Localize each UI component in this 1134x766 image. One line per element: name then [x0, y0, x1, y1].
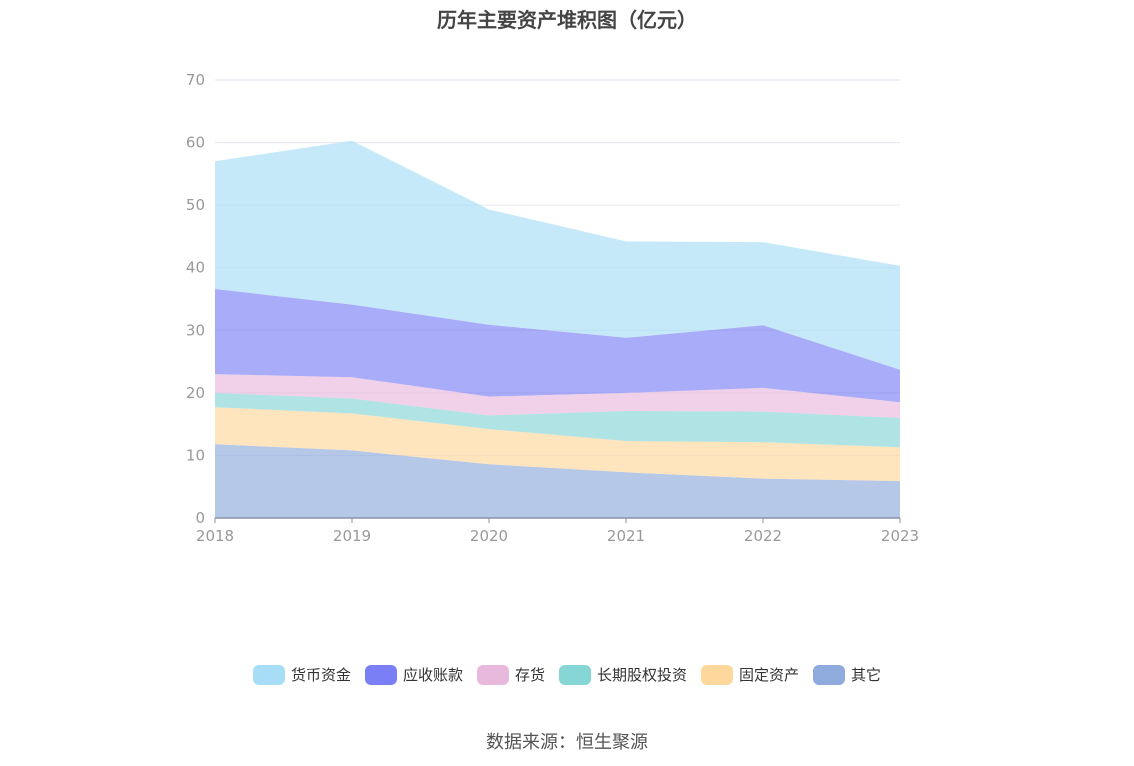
- y-tick-label: 60: [186, 134, 205, 152]
- x-tick-label: 2022: [744, 527, 782, 545]
- area-固定资产: [215, 407, 900, 482]
- area-存货: [215, 374, 900, 418]
- y-tick-label: 50: [186, 196, 205, 214]
- area-应收账款: [215, 289, 900, 403]
- legend-label: 长期股权投资: [597, 666, 688, 684]
- area-长期股权投资: [215, 392, 900, 448]
- legend-item-固定资产[interactable]: 固定资产: [701, 664, 799, 685]
- x-tick-label: 2018: [196, 527, 234, 545]
- area-其它: [215, 444, 900, 518]
- legend-label: 应收账款: [402, 666, 463, 684]
- y-tick-label: 30: [186, 321, 205, 339]
- legend-swatch: [476, 664, 509, 685]
- legend-label: 货币资金: [290, 666, 351, 684]
- x-tick-label: 2020: [470, 527, 508, 545]
- y-tick-label: 0: [195, 509, 205, 527]
- legend-item-应收账款[interactable]: 应收账款: [364, 664, 463, 685]
- y-tick-label: 20: [186, 384, 205, 402]
- legend-swatch: [252, 664, 285, 685]
- x-tick-label: 2023: [881, 527, 919, 545]
- legend-label: 固定资产: [739, 666, 800, 684]
- legend-label: 其它: [851, 666, 882, 684]
- legend-item-其它[interactable]: 其它: [813, 664, 881, 685]
- legend-item-长期股权投资[interactable]: 长期股权投资: [559, 664, 687, 685]
- data-source: 数据来源：恒生聚源: [486, 732, 648, 753]
- x-tick-label: 2019: [333, 527, 371, 545]
- legend: 货币资金 应收账款 存货 长期股权投资 固定资产 其它: [0, 664, 1134, 685]
- axes: 0 10 20 30 40 50 60 70 2018 2019 2020 2021 2022 2023: [186, 71, 919, 545]
- area-货币资金: [215, 140, 900, 370]
- area-series: [215, 140, 900, 518]
- x-tick-label: 2021: [607, 527, 645, 545]
- y-tick-label: 10: [186, 446, 205, 464]
- legend-swatch: [813, 664, 846, 685]
- legend-item-货币资金[interactable]: 货币资金: [252, 664, 351, 685]
- y-tick-label: 40: [186, 259, 205, 277]
- y-tick-label: 70: [186, 71, 205, 89]
- chart-title: 历年主要资产堆积图（亿元）: [437, 8, 697, 32]
- legend-swatch: [364, 664, 397, 685]
- stacked-area-chart: 0 10 20 30 40 50 60 70 2018 2019 2020 2021 2022 2023: [186, 71, 919, 545]
- legend-item-存货[interactable]: 存货: [476, 664, 545, 685]
- legend-swatch: [559, 664, 591, 685]
- legend-swatch: [701, 664, 734, 685]
- legend-label: 存货: [514, 666, 545, 684]
